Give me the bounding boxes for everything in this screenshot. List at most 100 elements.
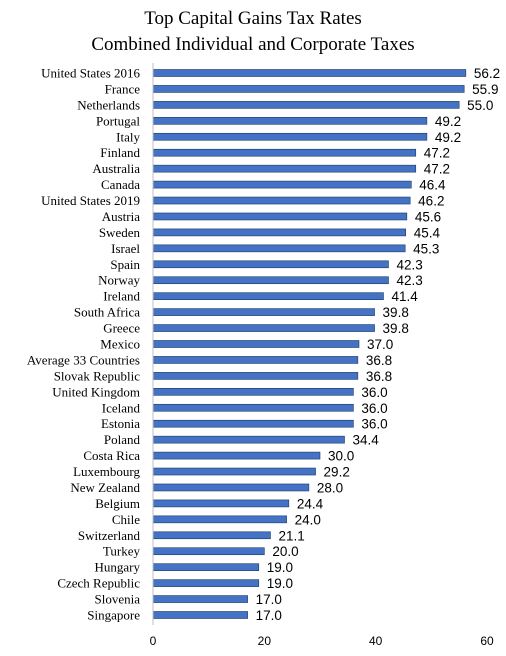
- bar: [152, 276, 389, 285]
- bar: [152, 372, 359, 380]
- bar: [152, 244, 406, 253]
- bar: [152, 69, 467, 77]
- category-label: Costa Rica: [83, 448, 140, 463]
- bar: [152, 547, 265, 556]
- bar: [152, 419, 354, 428]
- value-label: 36.0: [361, 417, 387, 432]
- bar: [152, 117, 428, 125]
- category-label: Chile: [112, 512, 140, 527]
- category-label: Australia: [92, 161, 140, 176]
- value-label: 29.2: [324, 465, 350, 480]
- category-label: Portugal: [96, 113, 140, 128]
- category-label: Austria: [102, 209, 141, 224]
- bar: [152, 340, 360, 348]
- value-label: 36.0: [361, 401, 387, 416]
- value-label: 46.4: [419, 178, 446, 193]
- category-labels: United States 2016FranceNetherlandsPortu…: [27, 66, 141, 623]
- x-tick-labels: 0 20 40 60: [150, 634, 494, 648]
- bar: [152, 196, 411, 205]
- bar: [152, 403, 354, 412]
- value-label: 28.0: [317, 480, 343, 495]
- x-tick-label: 20: [258, 634, 272, 648]
- value-label: 19.0: [267, 576, 293, 591]
- bar: [152, 148, 417, 157]
- bar: [152, 132, 428, 141]
- category-label: Italy: [116, 129, 140, 144]
- value-label: 41.4: [391, 289, 418, 304]
- category-label: United States 2019: [41, 193, 140, 208]
- category-label: Slovenia: [95, 592, 141, 607]
- bar: [152, 101, 460, 109]
- value-label: 20.0: [272, 544, 298, 559]
- category-label: Slovak Republic: [54, 368, 141, 383]
- value-label: 21.1: [278, 528, 304, 543]
- x-tick-label: 40: [369, 634, 383, 648]
- category-label: Average 33 Countries: [27, 352, 140, 367]
- x-tick-label: 0: [150, 634, 157, 648]
- category-label: Ireland: [103, 289, 140, 304]
- category-label: Hungary: [95, 560, 141, 575]
- bar: [152, 451, 321, 460]
- bars-group: [152, 69, 467, 619]
- chart-title: Top Capital Gains Tax Rates Combined Indi…: [91, 8, 414, 55]
- value-label: 17.0: [256, 608, 282, 623]
- category-label: New Zealand: [70, 480, 140, 495]
- category-label: Estonia: [101, 416, 140, 431]
- value-label: 39.8: [383, 305, 409, 320]
- value-label: 49.2: [435, 114, 461, 129]
- value-label: 49.2: [435, 130, 461, 145]
- bar: [152, 292, 384, 300]
- bar: [152, 515, 287, 524]
- value-label: 45.6: [415, 209, 441, 224]
- bar: [152, 467, 316, 476]
- value-label: 34.4: [352, 433, 379, 448]
- bar: [152, 85, 465, 93]
- value-label: 42.3: [396, 273, 422, 288]
- value-label: 45.4: [414, 225, 441, 240]
- category-label: Greece: [103, 321, 140, 336]
- category-label: Singapore: [87, 608, 140, 623]
- value-label: 45.3: [413, 241, 439, 256]
- category-label: Spain: [110, 257, 140, 272]
- value-label: 24.0: [295, 512, 321, 527]
- value-label: 55.9: [472, 82, 498, 97]
- bar: [152, 611, 248, 619]
- category-label: Finland: [100, 145, 140, 160]
- value-label: 30.0: [328, 449, 354, 464]
- category-label: Mexico: [100, 337, 140, 352]
- category-label: Poland: [104, 432, 141, 447]
- category-label: Norway: [98, 273, 140, 288]
- value-label: 47.2: [424, 162, 450, 177]
- bar: [152, 356, 359, 364]
- bar: [152, 563, 260, 571]
- category-label: Canada: [101, 177, 140, 192]
- category-label: France: [105, 81, 141, 96]
- category-label: Iceland: [102, 400, 141, 415]
- value-label: 55.0: [467, 98, 493, 113]
- bar: [152, 483, 310, 492]
- value-label: 36.0: [361, 385, 387, 400]
- value-label: 47.2: [424, 146, 450, 161]
- value-label: 46.2: [418, 194, 444, 209]
- bar: [152, 260, 389, 269]
- value-label: 19.0: [267, 560, 293, 575]
- x-tick-label: 60: [480, 634, 494, 648]
- category-label: Netherlands: [77, 97, 140, 112]
- bar: [152, 388, 354, 396]
- value-label: 24.4: [297, 496, 324, 511]
- value-label: 42.3: [396, 257, 422, 272]
- bar: [152, 164, 417, 173]
- category-label: South Africa: [74, 305, 140, 320]
- bar: [152, 228, 407, 237]
- category-label: United States 2016: [41, 66, 140, 81]
- value-label: 17.0: [256, 592, 282, 607]
- bar: [152, 499, 290, 508]
- bar: [152, 308, 375, 316]
- category-label: United Kingdom: [52, 384, 140, 399]
- category-label: Switzerland: [78, 528, 141, 543]
- category-label: Belgium: [95, 496, 140, 511]
- bar: [152, 324, 375, 332]
- bar: [152, 435, 345, 444]
- chart-title-line-1: Top Capital Gains Tax Rates: [144, 8, 362, 29]
